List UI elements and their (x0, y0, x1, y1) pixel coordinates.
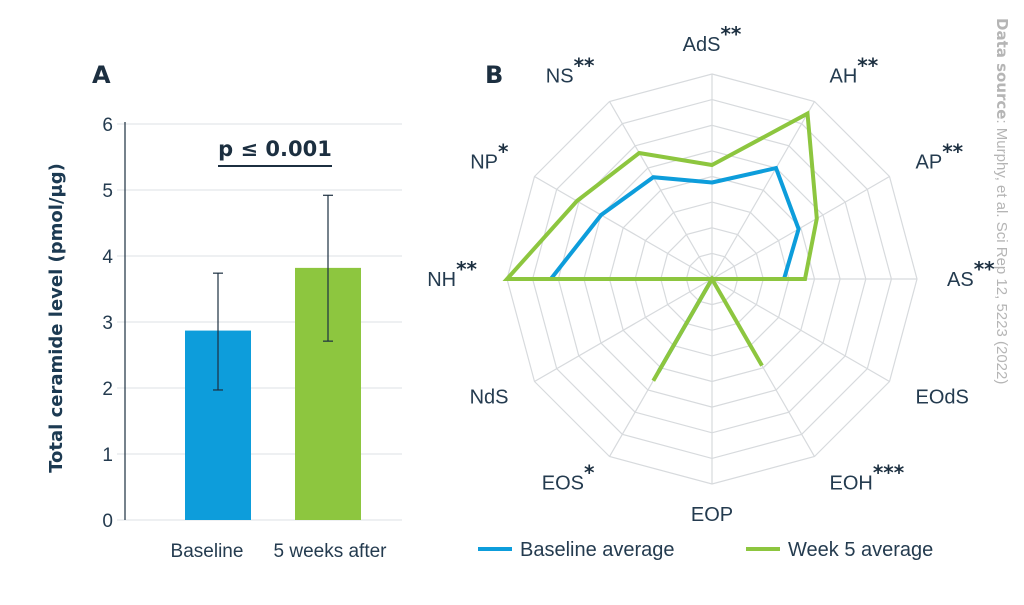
radar-axis-name: AdS (683, 34, 721, 56)
radar-chart-panel: B AdS**AH**AP**AS**EOdSEOH***EOPEOS*NdSN… (427, 22, 995, 561)
radar-spoke (711, 101, 816, 280)
radar-spoke (608, 101, 713, 280)
radar-axis-name: EOH (830, 473, 873, 495)
panel-label-a: A (92, 61, 111, 89)
y-tick-label: 0 (102, 511, 113, 532)
radar-axis-label: NP* (470, 140, 509, 174)
y-tick-label: 1 (102, 445, 113, 466)
radar-spoke (711, 175, 890, 280)
radar-chart-axis-labels: AdS**AH**AP**AS**EOdSEOH***EOPEOS*NdSNH*… (427, 22, 995, 526)
radar-spoke (534, 278, 713, 383)
significance-stars: * (498, 140, 509, 164)
radar-spoke (534, 175, 713, 280)
bar-chart-y-ticks: 0 1 2 3 4 5 6 (102, 115, 113, 532)
bar-chart-y-axis-label: Total ceramide level (pmol/μg) (46, 163, 67, 473)
radar-axis-label: NH** (427, 257, 477, 291)
category-label: 5 weeks after (274, 541, 388, 562)
significance-stars: *** (873, 461, 905, 485)
bar-chart-categories: Baseline 5 weeks after (171, 541, 388, 562)
radar-axis-label: AdS** (683, 22, 742, 56)
radar-axis-name: NP (470, 152, 498, 174)
radar-series-line (502, 110, 819, 382)
category-label: Baseline (171, 541, 244, 562)
significance-stars: ** (574, 54, 595, 78)
y-tick-label: 2 (102, 379, 113, 400)
data-source-label: Data source (993, 18, 1011, 119)
legend-label: Week 5 average (788, 539, 933, 561)
radar-axis-label: EOdS (916, 387, 969, 409)
data-source-text: : Murphy, et al. Sci Rep 12, 5223 (2022) (993, 119, 1010, 384)
radar-axis-name: EOP (691, 504, 733, 526)
radar-axis-name: AH (830, 66, 858, 88)
bar-chart-panel: A Total ceramide level (pmol/μg) 0 1 2 3 4 5 6… (46, 61, 402, 562)
radar-chart-legend: Baseline average Week 5 average (478, 539, 933, 561)
radar-axis-label: EOP (691, 504, 733, 526)
radar-axis-label: NdS (470, 387, 509, 409)
radar-axis-label: NS** (546, 54, 595, 88)
p-value-annotation: p ≤ 0.001 (218, 137, 332, 161)
radar-axis-label: AP** (916, 140, 964, 174)
radar-axis-name: NdS (470, 387, 509, 409)
bar-chart-bars (185, 267, 361, 520)
radar-axis-label: AH** (830, 54, 879, 88)
bar-chart-error-bars (213, 194, 333, 391)
significance-stars: ** (720, 22, 741, 46)
significance-stars: * (584, 461, 595, 485)
radar-axis-name: EOdS (916, 387, 969, 409)
significance-stars: ** (857, 54, 878, 78)
bar-chart-grid (117, 123, 402, 521)
y-tick-label: 5 (102, 181, 113, 202)
radar-axis-label: AS** (947, 257, 995, 291)
significance-stars: ** (974, 257, 995, 281)
radar-axis-name: EOS (542, 473, 584, 495)
radar-axis-name: NS (546, 66, 574, 88)
radar-axis-name: AP (916, 152, 943, 174)
data-source-note: Data source: Murphy, et al. Sci Rep 12, … (993, 18, 1011, 384)
radar-spoke (711, 278, 890, 383)
radar-axis-label: EOH*** (830, 461, 905, 495)
legend-label: Baseline average (520, 539, 675, 561)
radar-chart-series (502, 110, 819, 382)
y-tick-label: 4 (102, 247, 113, 268)
radar-axis-label: EOS* (542, 461, 595, 495)
y-tick-label: 3 (102, 313, 113, 334)
significance-stars: ** (456, 257, 477, 281)
radar-axis-name: NH (427, 269, 456, 291)
y-tick-label: 6 (102, 115, 113, 136)
significance-stars: ** (942, 140, 963, 164)
radar-axis-name: AS (947, 269, 974, 291)
panel-label-b: B (485, 61, 503, 89)
